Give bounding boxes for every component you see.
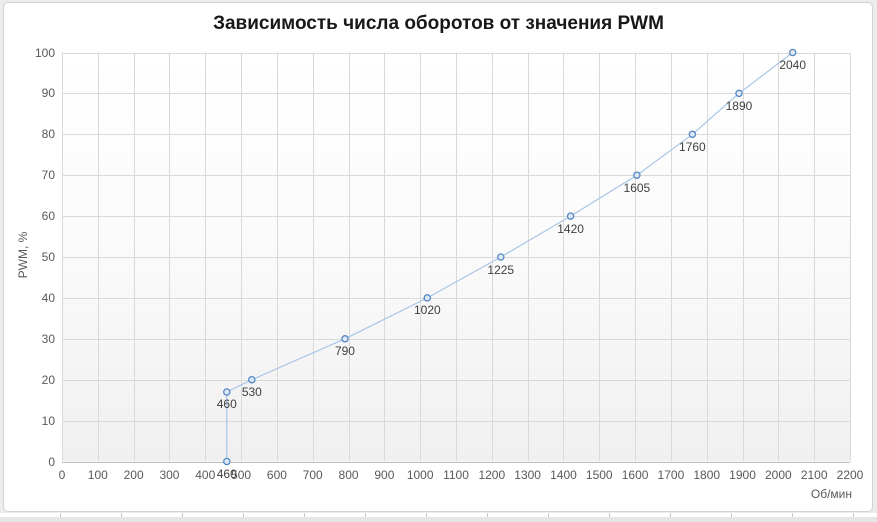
data-point-marker [788,48,797,57]
data-point-marker [223,457,231,466]
data-point-marker [341,335,349,343]
data-point-marker [633,171,641,179]
sheet-bottom-strip [0,513,877,522]
data-point-marker [423,294,432,302]
sheet-cell-borders [0,513,877,517]
data-point-marker [688,130,697,139]
data-point-marker [223,388,231,396]
data-point-marker [566,212,575,220]
x-axis-title: Об/мин [810,487,852,501]
data-point-marker [248,375,256,384]
chart-title: Зависимость числа оборотов от значения P… [213,13,664,34]
sheet-gray-band [0,517,877,522]
data-point-marker [735,89,743,98]
y-axis-title: PWM, % [16,231,30,279]
data-point-marker [497,253,505,261]
